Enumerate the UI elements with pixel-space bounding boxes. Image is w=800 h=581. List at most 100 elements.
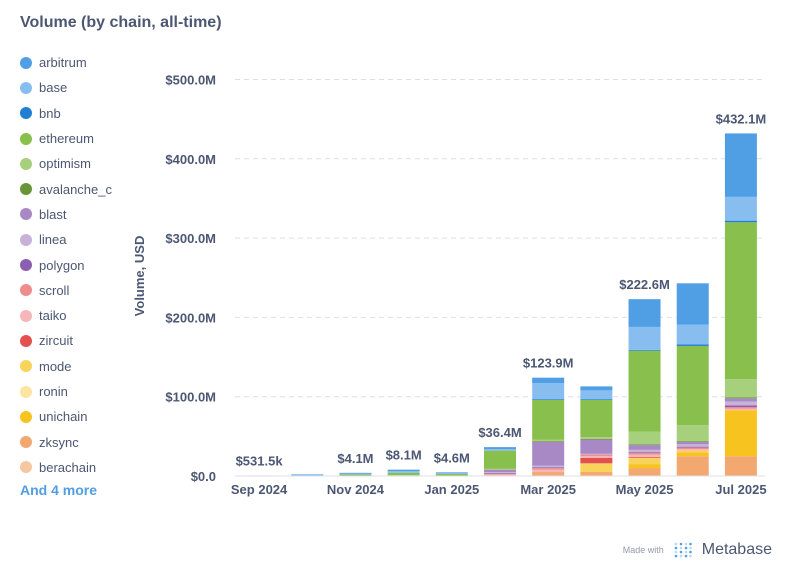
bar-segment-zircuit (628, 456, 661, 458)
bar-segment-ethereum (532, 399, 565, 440)
legend-dot-icon (20, 436, 32, 449)
bar-segment-arbitrum (339, 472, 372, 474)
bar-segment-blast (484, 469, 516, 473)
legend-label: taiko (39, 308, 67, 324)
legend-dot-icon (20, 360, 32, 373)
legend-item-optimism[interactable]: optimism (20, 151, 112, 176)
legend-item-scroll[interactable]: scroll (20, 278, 112, 303)
legend-item-mode[interactable]: mode (20, 354, 112, 379)
bar-segment-mode (676, 450, 709, 453)
y-tick-label: $0.0 (191, 469, 216, 484)
legend-label: arbitrum (39, 55, 87, 71)
x-tick-label: Mar 2025 (520, 482, 576, 497)
bar-segment-ethereum (387, 472, 420, 476)
legend-dot-icon (20, 385, 32, 398)
bar-segment-unichain (724, 410, 757, 457)
legend-item-bnb[interactable]: bnb (20, 101, 112, 126)
bar-segment-blast (628, 445, 661, 450)
legend-dot-icon (20, 284, 32, 297)
bar-segment-blast (676, 441, 709, 445)
bar-segment-linea (484, 472, 516, 473)
bar-total-label: $432.1M (716, 111, 767, 126)
legend-more-link[interactable]: And 4 more (20, 482, 98, 498)
bar-segment-taiko (484, 474, 516, 476)
bar-segment-polygon (724, 405, 757, 408)
bar-segment-polygon (484, 472, 516, 474)
bar-segment-optimism (724, 379, 757, 398)
legend-dot-icon (20, 132, 32, 145)
bar-total-label: $222.6M (619, 277, 670, 292)
bar-segment-optimism (484, 468, 516, 470)
bar-segment-blast (532, 441, 565, 466)
legend-dot-icon (20, 410, 32, 423)
legend-item-unichain[interactable]: unichain (20, 404, 112, 429)
bar-segment-mode (628, 457, 661, 465)
chart-title: Volume (by chain, all-time) (20, 14, 222, 31)
legend-label: ethereum (39, 131, 94, 147)
legend-item-zircuit[interactable]: zircuit (20, 328, 112, 353)
bar-segment-bnb (724, 220, 757, 223)
legend-label: unichain (39, 409, 88, 425)
legend-item-ronin[interactable]: ronin (20, 379, 112, 404)
bar-segment-zksync (580, 472, 613, 476)
legend-item-berachain[interactable]: berachain (20, 455, 112, 480)
bar-segment-blast (724, 398, 757, 402)
legend-dot-icon (20, 107, 32, 120)
bar-total-label: $531.5k (236, 454, 284, 469)
bar-segment-ethereum (435, 474, 468, 476)
bar-segment-base (291, 474, 324, 476)
bar-segment-ethereum (484, 450, 516, 469)
bar-segment-base (339, 473, 372, 475)
legend-item-ethereum[interactable]: ethereum (20, 126, 112, 151)
bar-segment-taiko (676, 449, 709, 451)
made-with-text: Made with (622, 545, 664, 555)
x-tick-label: Jul 2025 (715, 482, 766, 497)
bar-segment-linea (724, 401, 757, 406)
legend-label: ronin (39, 384, 68, 399)
legend-item-base[interactable]: base (20, 75, 112, 100)
metabase-logo-icon (674, 542, 692, 558)
bar-segment-scroll (484, 473, 516, 475)
legend-dot-icon (20, 309, 32, 322)
legend-item-zksync[interactable]: zksync (20, 429, 112, 454)
bar-segment-zksync (724, 456, 757, 476)
bar-segment-base (484, 449, 516, 451)
legend-item-polygon[interactable]: polygon (20, 252, 112, 277)
legend-item-avalanche_c[interactable]: avalanche_c (20, 176, 112, 201)
legend-label: blast (39, 206, 67, 222)
legend-item-taiko[interactable]: taiko (20, 303, 112, 328)
bar-segment-optimism (676, 425, 709, 442)
legend-label: base (39, 80, 68, 96)
legend-dot-icon (20, 461, 32, 474)
bar-segment-bnb (628, 349, 661, 351)
bar-segment-arbitrum (532, 377, 565, 384)
legend-item-linea[interactable]: linea (20, 227, 112, 252)
bar-segment-polygon (628, 452, 661, 454)
bar-total-label: $8.1M (386, 448, 422, 463)
bar-segment-avalanche_c (724, 397, 757, 399)
bar-total-label: $123.9M (523, 356, 574, 371)
footer: Made with Metabase (623, 541, 772, 559)
bar-segment-avalanche_c (628, 444, 661, 446)
x-tick-label: Jan 2025 (424, 482, 479, 497)
bar-segment-ethereum (676, 345, 709, 426)
bar-segment-ethereum (724, 222, 757, 380)
bar-segment-ethereum (339, 474, 372, 476)
bar-segment-base (580, 390, 613, 400)
legend-label: zksync (39, 434, 79, 450)
bar-segment-base (435, 473, 468, 475)
legend-item-arbitrum[interactable]: arbitrum (20, 50, 112, 75)
y-tick-label: $500.0M (165, 73, 216, 88)
legend-dot-icon (20, 233, 32, 246)
bar-segment-scroll (628, 453, 661, 455)
brand-name: Metabase (701, 541, 772, 558)
bar-segment-taiko (628, 454, 661, 457)
legend-label: optimism (39, 156, 92, 172)
bar-segment-optimism (532, 439, 565, 442)
legend-dot-icon (20, 81, 32, 94)
y-axis-label: Volume, USD (132, 236, 147, 317)
bar-segment-scroll (532, 468, 565, 470)
bar-segment-base (676, 324, 709, 345)
legend-item-blast[interactable]: blast (20, 202, 112, 227)
legend-dot-icon (20, 208, 32, 221)
